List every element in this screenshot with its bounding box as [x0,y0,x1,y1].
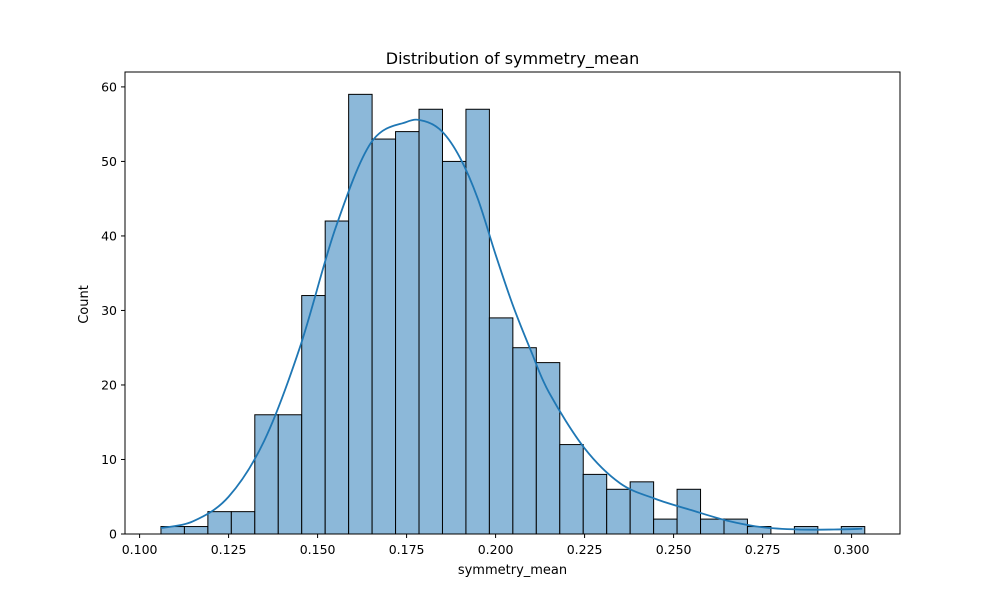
histogram-bar [700,518,725,535]
y-tick-label: 40 [101,228,117,243]
x-tick-label: 0.225 [567,542,603,557]
histogram-bar [441,160,467,535]
x-axis-label: symmetry_mean [458,563,567,578]
histogram-bar [395,131,420,535]
histogram-bar [348,93,373,535]
y-tick-label: 60 [101,79,117,94]
histogram-bar [207,511,232,535]
histogram-bar [488,317,514,535]
y-tick-label: 0 [109,527,117,542]
histogram-bar [559,444,584,535]
histogram-bar [535,362,561,535]
y-tick-label: 30 [101,303,117,318]
plot-frame [124,71,901,535]
histogram-bar [324,220,350,535]
histogram-bar [183,526,209,535]
plot-area: 0.100 0.125 0.150 0.175 0.200 0.225 0.250 0.275… [101,71,901,557]
x-tick-label: 0.275 [745,542,781,557]
histogram-bar [254,414,279,535]
x-tick-label: 0.300 [834,542,870,557]
histogram-bar [840,526,866,535]
histogram-bar [653,518,678,535]
x-tick-label: 0.150 [300,542,336,557]
histogram-bar [230,511,256,535]
chart-title: Distribution of symmetry_mean [386,49,639,69]
histogram-bar [371,138,397,535]
y-tick-label: 50 [101,154,117,169]
kde-line [160,118,863,531]
histogram-bar [629,481,655,535]
y-tick-label: 20 [101,377,117,392]
x-tick-label: 0.125 [211,542,247,557]
x-tick-label: 0.175 [389,542,425,557]
histogram-bar [606,488,631,535]
x-tick-label: 0.100 [122,542,158,557]
x-tick-label: 0.200 [478,542,514,557]
y-tick-label: 10 [101,452,117,467]
histogram-bar [582,473,608,535]
histogram-bar [277,414,303,535]
histogram-bar [465,108,490,535]
x-tick-label: 0.250 [656,542,692,557]
histogram-bar [418,108,443,535]
histogram-bar [512,347,537,535]
y-axis-label: Count [77,285,92,324]
